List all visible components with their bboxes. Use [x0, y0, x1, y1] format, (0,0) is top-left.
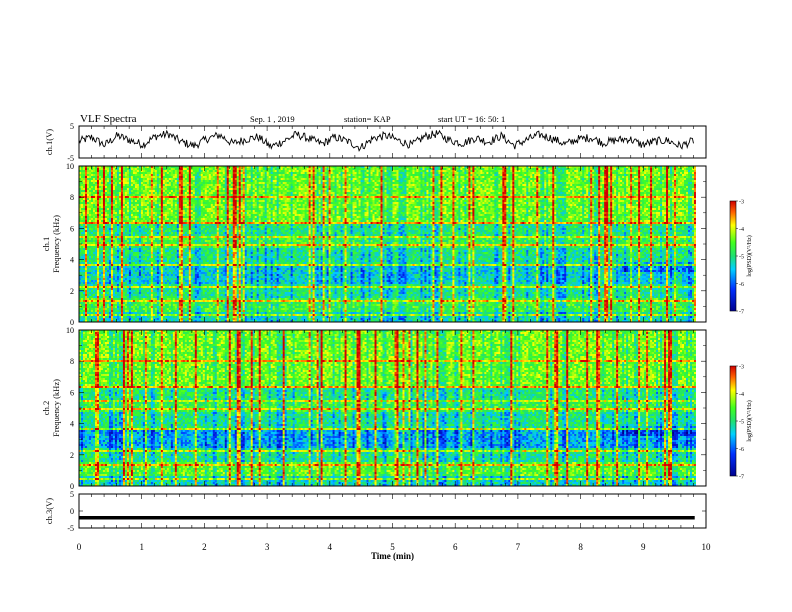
- y-tick-label: 4: [70, 256, 74, 265]
- colorbar-gradient: [730, 366, 736, 476]
- y-tick-label: 2: [70, 451, 74, 460]
- colorbar-label: log(PSD)(V²/Hz): [746, 400, 753, 441]
- y-axis-label: Frequency (kHz): [51, 215, 61, 273]
- channel-label: ch.2: [41, 401, 51, 415]
- ch1-colorbar: -3 -4 -5 -6 -7 log(PSD)(V²/Hz): [730, 200, 753, 316]
- colorbar-tick-label: -5: [739, 255, 744, 261]
- ch1-waveform-line: [79, 130, 694, 150]
- channel-label: ch.1: [41, 237, 51, 251]
- colorbar-tick-label: -4: [739, 227, 744, 233]
- colorbar-tick-label: -3: [739, 365, 744, 371]
- x-tick-label: 7: [516, 542, 521, 552]
- y-tick-label: 8: [70, 357, 74, 366]
- ch2-colorbar: -3 -4 -5 -6 -7 log(PSD)(V²/Hz): [730, 365, 753, 481]
- y-tick-label: 8: [70, 193, 74, 202]
- colorbar-tick-label: -5: [739, 420, 744, 426]
- x-axis-label: Time (min): [371, 551, 414, 561]
- y-axis-label: ch.3(V): [44, 498, 54, 524]
- y-tick-label: 5: [70, 490, 74, 499]
- date-label: Sep. 1 , 2019: [250, 114, 295, 124]
- x-tick-label: 2: [202, 542, 207, 552]
- colorbar-tick-label: -7: [739, 475, 744, 481]
- x-tick-label: 6: [453, 542, 458, 552]
- y-tick-label: 0: [70, 507, 74, 516]
- colorbar-tick-label: -3: [739, 200, 744, 206]
- y-axis-label: ch.1(V): [44, 129, 54, 155]
- ch1-waveform-panel: 5-5ch.1(V): [44, 122, 706, 163]
- y-tick-label: 10: [66, 162, 74, 171]
- y-tick-label: 6: [70, 224, 74, 233]
- x-tick-label: 3: [265, 542, 270, 552]
- figure-title: VLF Spectra: [80, 113, 137, 125]
- x-tick-label: 9: [641, 542, 646, 552]
- colorbar-tick-label: -7: [739, 310, 744, 316]
- x-tick-label: 8: [578, 542, 583, 552]
- colorbar-gradient: [730, 201, 736, 311]
- vlf-spectra-figure: VLF Spectra Sep. 1 , 2019 station= KAP s…: [0, 0, 792, 612]
- panel-frame: [79, 494, 706, 528]
- x-tick-label: 1: [139, 542, 144, 552]
- colorbar-tick-label: -6: [739, 282, 744, 288]
- colorbar-tick-label: -6: [739, 447, 744, 453]
- y-tick-label: -5: [67, 524, 74, 533]
- colorbar-label: log(PSD)(V²/Hz): [746, 235, 753, 276]
- y-tick-label: 10: [66, 326, 74, 335]
- y-tick-label: 4: [70, 420, 74, 429]
- x-tick-label: 4: [328, 542, 333, 552]
- spectrogram-cells: [79, 166, 706, 322]
- start-time-label: start UT = 16: 50: 1: [438, 114, 505, 124]
- y-tick-label: 6: [70, 388, 74, 397]
- y-tick-label: 2: [70, 287, 74, 296]
- ch3-waveform-panel: 5 0 -5 ch.3(V): [44, 490, 706, 533]
- x-tick-label: 10: [702, 542, 712, 552]
- spectrogram-cells: [79, 330, 706, 486]
- x-tick-label: 0: [77, 542, 82, 552]
- y-tick-label: 5: [70, 122, 74, 131]
- station-label: station= KAP: [344, 114, 391, 124]
- colorbar-tick-label: -4: [739, 392, 744, 398]
- y-axis-label: Frequency (kHz): [51, 379, 61, 437]
